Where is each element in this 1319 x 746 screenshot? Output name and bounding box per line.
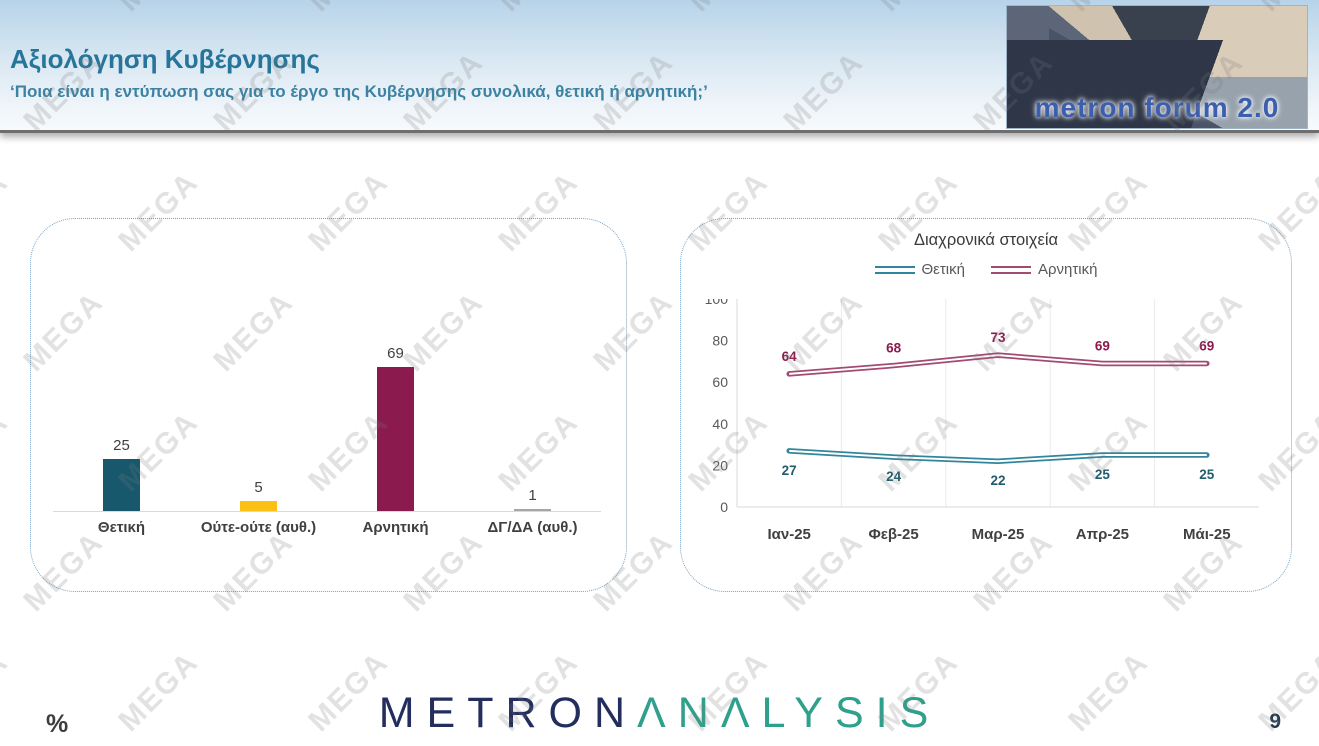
watermark-text: MEGA bbox=[0, 405, 15, 498]
y-tick-label: 80 bbox=[712, 333, 728, 349]
data-point-label: 25 bbox=[1199, 467, 1215, 482]
bar bbox=[377, 367, 414, 511]
metron-analysis-logo-metron: METRON bbox=[378, 689, 638, 737]
negative-line bbox=[786, 352, 1210, 377]
bar-column: 1 bbox=[464, 487, 601, 511]
x-category-label: Μαρ-25 bbox=[972, 526, 1025, 543]
page-number: 9 bbox=[1269, 710, 1281, 733]
bar-category-row: Θετική Ούτε-ούτε (αυθ.) Αρνητική ΔΓ/ΔΑ (αυθ… bbox=[53, 519, 601, 536]
legend-label-positive: Θετική bbox=[921, 261, 965, 278]
legend-label-negative: Αρνητική bbox=[1037, 261, 1098, 278]
x-category-label: Ιαν-25 bbox=[767, 526, 810, 543]
y-tick-label: 60 bbox=[712, 374, 728, 390]
bar-category-label: Αρνητική bbox=[362, 519, 429, 536]
legend-swatch-negative bbox=[990, 265, 1031, 274]
y-tick-label: 0 bbox=[720, 499, 728, 515]
data-point-label: 73 bbox=[990, 330, 1006, 345]
line-chart-legend: Θετική Αρνητική bbox=[681, 261, 1291, 278]
x-category-label: Φεβ-25 bbox=[868, 526, 918, 543]
bar-column: 69 bbox=[327, 345, 464, 511]
bar-chart-panel: 25 5 69 1 Θετική Ούτε-ούτε (αυθ.) Αρνητική ΔΓ/… bbox=[30, 218, 627, 592]
data-point-label: 25 bbox=[1095, 467, 1111, 482]
legend-item-positive: Θετική bbox=[874, 261, 965, 278]
data-point-label: 64 bbox=[782, 349, 798, 364]
positive-line bbox=[786, 448, 1210, 464]
metron-analysis-logo: METRONΛNΛLYSIS bbox=[0, 689, 1319, 738]
data-point-label: 22 bbox=[990, 473, 1005, 488]
data-point-label: 68 bbox=[886, 341, 902, 356]
percent-unit-label: % bbox=[46, 710, 69, 738]
bar bbox=[240, 500, 277, 511]
line-highlight bbox=[789, 449, 1207, 463]
page-subtitle: ‘Ποια είναι η εντύπωση σας για το έργο τ… bbox=[10, 82, 708, 101]
metron-forum-logo-text: metron forum 2.0 bbox=[1034, 92, 1280, 123]
y-tick-label: 40 bbox=[712, 416, 728, 432]
bar-value-label: 1 bbox=[528, 486, 537, 504]
line-chart-panel: Διαχρονικά στοιχεία Θετική Αρνητική 0 20 4… bbox=[680, 218, 1292, 592]
bar-category-label: Θετική bbox=[97, 519, 146, 536]
metron-forum-logo-image: metron forum 2.0 bbox=[1006, 5, 1308, 129]
bar-column: 5 bbox=[190, 479, 327, 511]
header-banner: Αξιολόγηση Κυβέρνησης ‘Ποια είναι η εντύ… bbox=[0, 0, 1319, 133]
bar-column: 25 bbox=[53, 437, 190, 511]
metron-analysis-logo-analysis: ΛNΛLYSIS bbox=[637, 689, 941, 737]
x-category-label: Απρ-25 bbox=[1076, 526, 1129, 543]
bar-plot-columns: 25 5 69 1 bbox=[53, 219, 601, 511]
page-title: Αξιολόγηση Κυβέρνησης bbox=[10, 44, 320, 74]
data-point-label: 27 bbox=[782, 463, 797, 478]
bar-category-label: Ούτε-ούτε (αυθ.) bbox=[200, 519, 317, 536]
data-point-label: 24 bbox=[886, 469, 902, 484]
bar bbox=[103, 459, 140, 511]
data-point-label: 69 bbox=[1095, 338, 1110, 353]
line-chart-plot: 0 20 40 60 80 100 64 68 73 69 69 27 24 22 25 25 Ιαν-25 Φε… bbox=[705, 299, 1259, 543]
legend-swatch-positive bbox=[874, 265, 915, 274]
bar bbox=[514, 508, 551, 511]
line-highlight bbox=[789, 354, 1207, 375]
data-point-label: 69 bbox=[1199, 338, 1214, 353]
y-tick-label: 100 bbox=[705, 299, 729, 307]
bar-value-label: 69 bbox=[387, 345, 404, 363]
bar-chart-baseline bbox=[53, 511, 601, 512]
bar-value-label: 5 bbox=[254, 478, 263, 496]
bar-value-label: 25 bbox=[113, 437, 130, 454]
y-tick-label: 20 bbox=[712, 457, 728, 473]
legend-item-negative: Αρνητική bbox=[990, 261, 1098, 278]
bar-category-label: ΔΓ/ΔΑ (αυθ.) bbox=[487, 519, 578, 536]
line-chart-title: Διαχρονικά στοιχεία bbox=[913, 231, 1059, 249]
watermark-text: MEGA bbox=[0, 165, 15, 258]
x-category-label: Μάι-25 bbox=[1183, 526, 1231, 543]
